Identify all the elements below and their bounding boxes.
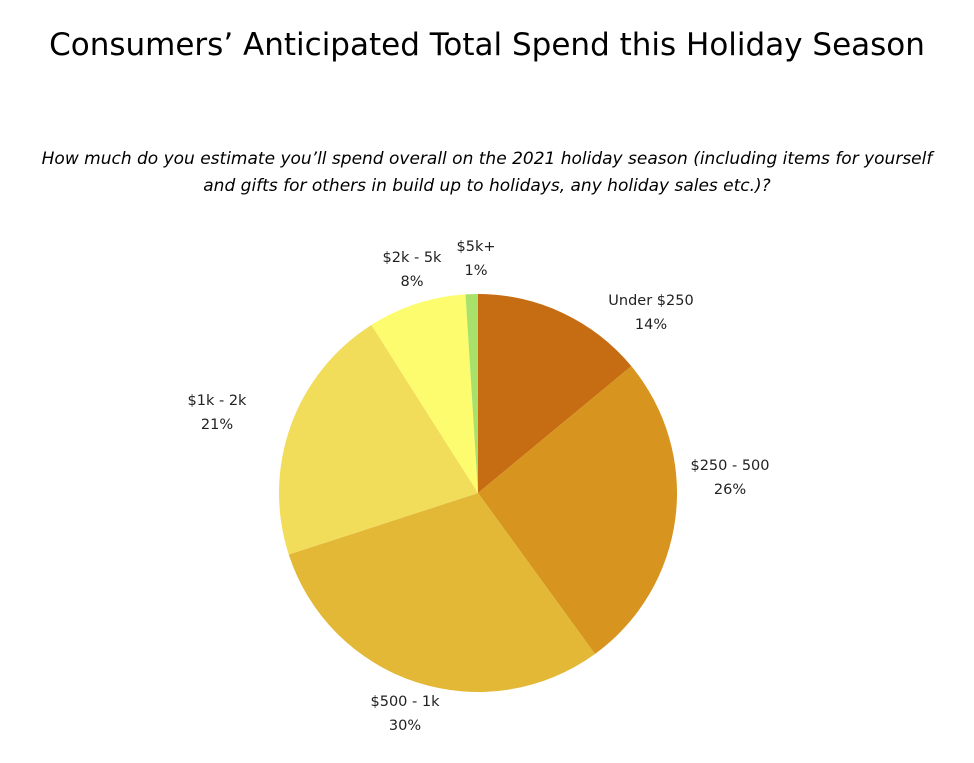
slice-value-label: 26% (714, 482, 746, 498)
chart-subtitle: How much do you estimate you’ll spend ov… (41, 149, 933, 196)
slice-value-label: 21% (201, 417, 233, 433)
pie-slice (478, 366, 677, 654)
slice-label: $2k - 5k (383, 250, 443, 266)
slice-label: Under $250 (608, 293, 693, 309)
pie-slice (278, 324, 478, 555)
slice-label: $1k - 2k (188, 393, 248, 409)
slice-label: $5k+ (457, 239, 496, 255)
pie-slice (478, 294, 632, 493)
slice-label: $500 - 1k (371, 694, 441, 710)
slice-value-label: 14% (635, 317, 667, 333)
pie-slice (371, 294, 478, 493)
pie-slice (288, 493, 595, 692)
slice-value-label: 30% (389, 718, 421, 734)
slice-label: $250 - 500 (690, 458, 769, 474)
slice-value-label: 8% (400, 274, 423, 290)
pie-slice (465, 294, 478, 493)
chart-title: Consumers’ Anticipated Total Spend this … (49, 27, 925, 63)
slice-value-label: 1% (464, 263, 487, 279)
